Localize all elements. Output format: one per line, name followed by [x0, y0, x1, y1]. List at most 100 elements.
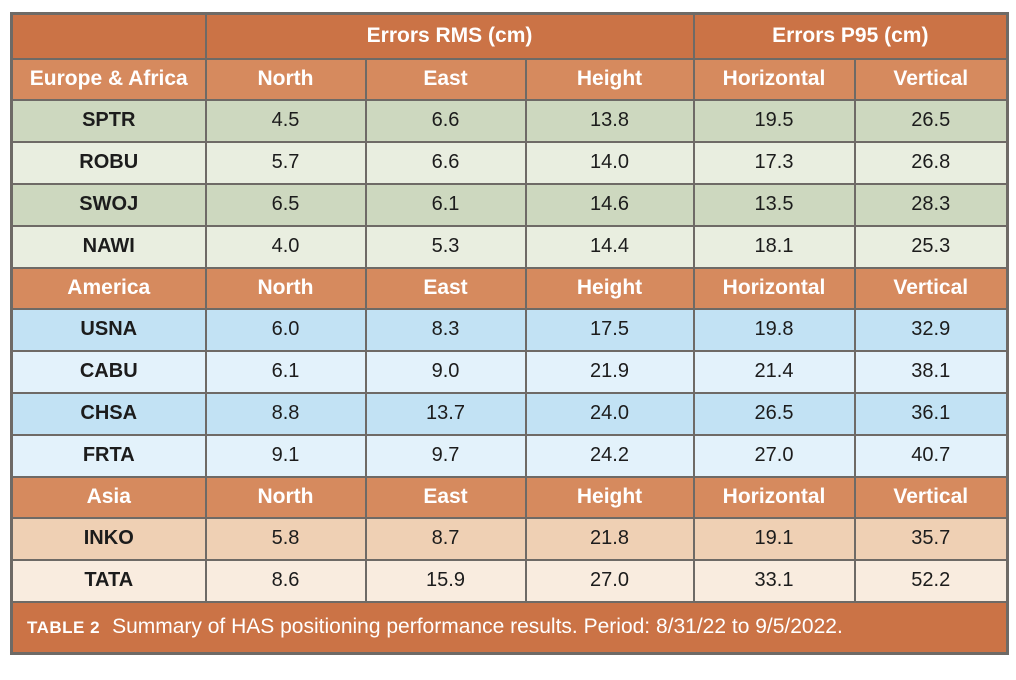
- table-row-group-header: Errors RMS (cm) Errors P95 (cm): [10, 12, 1009, 60]
- table-row-caption: TABLE 2 Summary of HAS positioning perfor…: [10, 600, 1009, 655]
- column-header-east: East: [364, 57, 527, 101]
- column-header-north: North: [204, 266, 367, 310]
- value-cell: 5.3: [364, 224, 527, 269]
- value-cell: 13.5: [692, 182, 856, 227]
- value-cell: 26.8: [853, 140, 1009, 185]
- value-cell: 4.0: [204, 224, 367, 269]
- results-table-container: Errors RMS (cm) Errors P95 (cm) Europe &…: [10, 12, 1010, 655]
- table-row-sptr: SPTR 4.5 6.6 13.8 19.5 26.5: [10, 98, 1009, 143]
- station-cell: SPTR: [10, 98, 207, 143]
- value-cell: 6.6: [364, 98, 527, 143]
- value-cell: 40.7: [853, 433, 1009, 478]
- value-cell: 8.8: [204, 391, 367, 436]
- value-cell: 38.1: [853, 349, 1009, 394]
- value-cell: 5.8: [204, 516, 367, 561]
- value-cell: 6.0: [204, 307, 367, 352]
- region-header-europe-africa: Europe & Africa: [10, 57, 207, 101]
- caption-label: TABLE 2: [27, 618, 101, 638]
- value-cell: 17.5: [524, 307, 695, 352]
- column-header-north: North: [204, 475, 367, 519]
- value-cell: 14.0: [524, 140, 695, 185]
- table-row-nawi: NAWI 4.0 5.3 14.4 18.1 25.3: [10, 224, 1009, 269]
- value-cell: 28.3: [853, 182, 1009, 227]
- station-cell: CABU: [10, 349, 207, 394]
- value-cell: 8.7: [364, 516, 527, 561]
- value-cell: 24.0: [524, 391, 695, 436]
- p95-group-header: Errors P95 (cm): [692, 12, 1009, 60]
- station-cell: CHSA: [10, 391, 207, 436]
- value-cell: 21.9: [524, 349, 695, 394]
- value-cell: 24.2: [524, 433, 695, 478]
- column-header-east: East: [364, 475, 527, 519]
- value-cell: 9.0: [364, 349, 527, 394]
- value-cell: 26.5: [692, 391, 856, 436]
- region-header-america: America: [10, 266, 207, 310]
- station-cell: INKO: [10, 516, 207, 561]
- value-cell: 32.9: [853, 307, 1009, 352]
- column-header-vertical: Vertical: [853, 57, 1009, 101]
- value-cell: 35.7: [853, 516, 1009, 561]
- value-cell: 8.6: [204, 558, 367, 603]
- column-header-north: North: [204, 57, 367, 101]
- value-cell: 8.3: [364, 307, 527, 352]
- value-cell: 19.1: [692, 516, 856, 561]
- column-header-east: East: [364, 266, 527, 310]
- table-row-section-header-america: America North East Height Horizontal Ver…: [10, 266, 1009, 310]
- table-row-tata: TATA 8.6 15.9 27.0 33.1 52.2: [10, 558, 1009, 603]
- value-cell: 17.3: [692, 140, 856, 185]
- value-cell: 36.1: [853, 391, 1009, 436]
- region-header-asia: Asia: [10, 475, 207, 519]
- table-row-usna: USNA 6.0 8.3 17.5 19.8 32.9: [10, 307, 1009, 352]
- table-row-robu: ROBU 5.7 6.6 14.0 17.3 26.8: [10, 140, 1009, 185]
- station-cell: SWOJ: [10, 182, 207, 227]
- table-row-inko: INKO 5.8 8.7 21.8 19.1 35.7: [10, 516, 1009, 561]
- column-header-vertical: Vertical: [853, 475, 1009, 519]
- column-header-height: Height: [524, 266, 695, 310]
- table-row-chsa: CHSA 8.8 13.7 24.0 26.5 36.1: [10, 391, 1009, 436]
- table-caption: TABLE 2 Summary of HAS positioning perfor…: [10, 600, 1009, 655]
- caption-text: Summary of HAS positioning performance r…: [112, 615, 843, 639]
- value-cell: 19.8: [692, 307, 856, 352]
- value-cell: 6.5: [204, 182, 367, 227]
- column-header-horizontal: Horizontal: [692, 475, 856, 519]
- column-header-height: Height: [524, 57, 695, 101]
- value-cell: 9.1: [204, 433, 367, 478]
- value-cell: 27.0: [692, 433, 856, 478]
- column-header-vertical: Vertical: [853, 266, 1009, 310]
- value-cell: 52.2: [853, 558, 1009, 603]
- value-cell: 6.6: [364, 140, 527, 185]
- station-cell: FRTA: [10, 433, 207, 478]
- column-header-horizontal: Horizontal: [692, 266, 856, 310]
- station-cell: NAWI: [10, 224, 207, 269]
- value-cell: 26.5: [853, 98, 1009, 143]
- table-row-swoj: SWOJ 6.5 6.1 14.6 13.5 28.3: [10, 182, 1009, 227]
- column-header-horizontal: Horizontal: [692, 57, 856, 101]
- station-cell: TATA: [10, 558, 207, 603]
- value-cell: 5.7: [204, 140, 367, 185]
- value-cell: 15.9: [364, 558, 527, 603]
- value-cell: 14.4: [524, 224, 695, 269]
- corner-cell: [10, 12, 207, 60]
- table-row-section-header-europe-africa: Europe & Africa North East Height Horizo…: [10, 57, 1009, 101]
- value-cell: 13.7: [364, 391, 527, 436]
- value-cell: 6.1: [204, 349, 367, 394]
- value-cell: 33.1: [692, 558, 856, 603]
- column-header-height: Height: [524, 475, 695, 519]
- table-row-frta: FRTA 9.1 9.7 24.2 27.0 40.7: [10, 433, 1009, 478]
- table-row-section-header-asia: Asia North East Height Horizontal Vertic…: [10, 475, 1009, 519]
- table-row-cabu: CABU 6.1 9.0 21.9 21.4 38.1: [10, 349, 1009, 394]
- has-performance-table: Errors RMS (cm) Errors P95 (cm) Europe &…: [10, 12, 1010, 655]
- value-cell: 13.8: [524, 98, 695, 143]
- value-cell: 27.0: [524, 558, 695, 603]
- value-cell: 21.4: [692, 349, 856, 394]
- value-cell: 21.8: [524, 516, 695, 561]
- value-cell: 25.3: [853, 224, 1009, 269]
- value-cell: 18.1: [692, 224, 856, 269]
- value-cell: 4.5: [204, 98, 367, 143]
- station-cell: USNA: [10, 307, 207, 352]
- value-cell: 14.6: [524, 182, 695, 227]
- value-cell: 6.1: [364, 182, 527, 227]
- rms-group-header: Errors RMS (cm): [204, 12, 695, 60]
- value-cell: 19.5: [692, 98, 856, 143]
- station-cell: ROBU: [10, 140, 207, 185]
